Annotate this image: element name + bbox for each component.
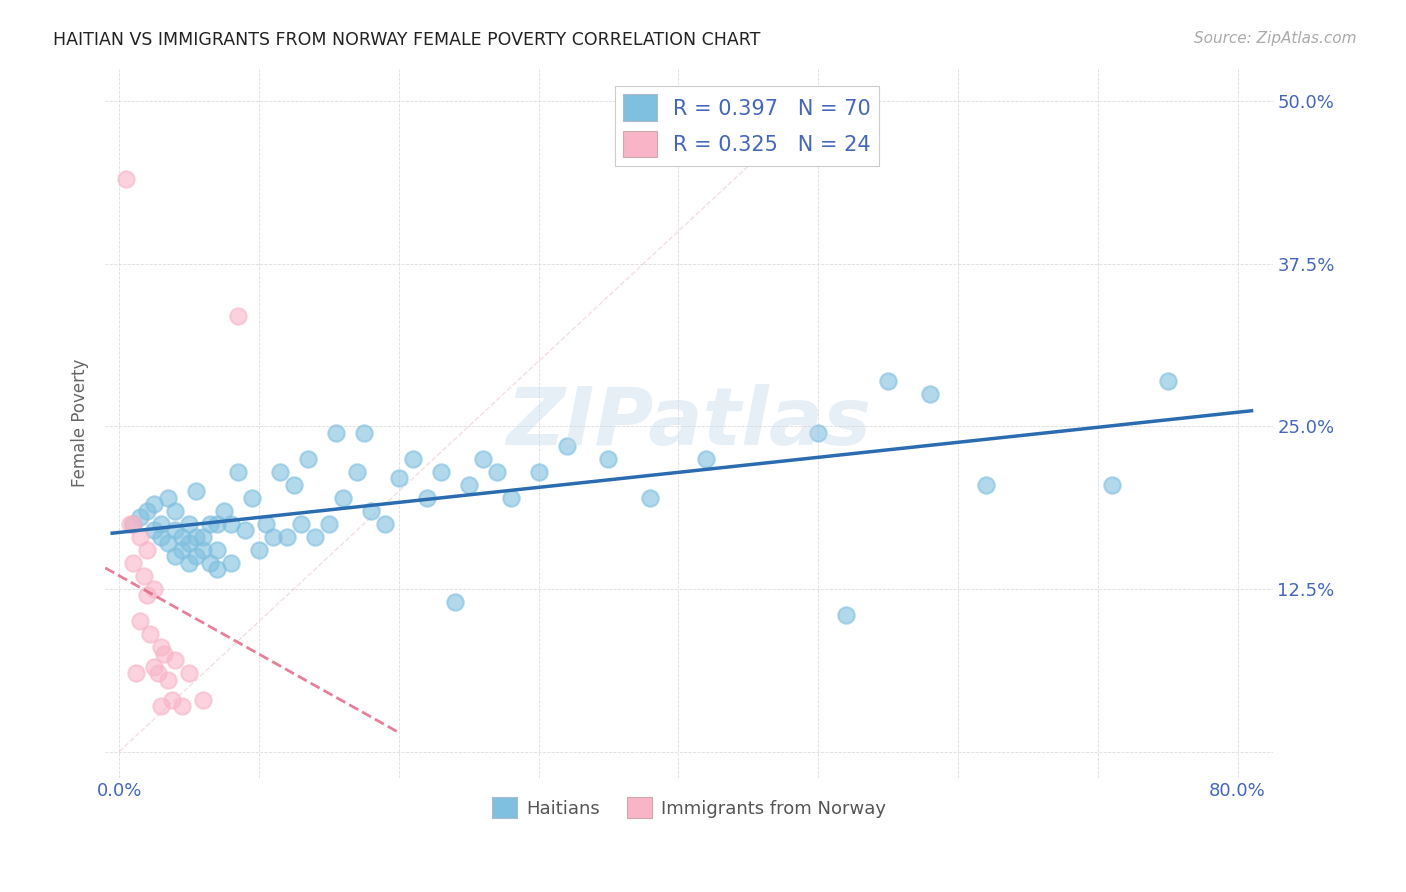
Point — [129, 615, 152, 629]
Point — [129, 530, 152, 544]
Point — [283, 478, 305, 492]
Point — [177, 536, 200, 550]
Point — [184, 549, 207, 564]
Point — [162, 692, 184, 706]
Point — [115, 172, 138, 186]
Point — [165, 549, 187, 564]
Point — [136, 589, 159, 603]
Point — [165, 504, 187, 518]
Point — [226, 465, 249, 479]
Text: Source: ZipAtlas.com: Source: ZipAtlas.com — [1194, 31, 1357, 46]
Point — [136, 542, 159, 557]
Point — [143, 582, 166, 596]
Point — [402, 451, 425, 466]
Point — [184, 484, 207, 499]
Point — [240, 491, 263, 505]
Legend: Haitians, Immigrants from Norway: Haitians, Immigrants from Norway — [485, 790, 893, 825]
Point — [276, 530, 298, 544]
Point — [304, 530, 326, 544]
Point — [695, 451, 717, 466]
Point — [247, 542, 270, 557]
Point — [122, 516, 145, 531]
Point — [374, 516, 396, 531]
Point — [254, 516, 277, 531]
Point — [332, 491, 354, 505]
Point — [191, 530, 214, 544]
Point — [233, 524, 256, 538]
Text: ZIPatlas: ZIPatlas — [506, 384, 872, 462]
Point — [205, 516, 228, 531]
Point — [499, 491, 522, 505]
Point — [457, 478, 479, 492]
Point — [807, 425, 830, 440]
Point — [129, 510, 152, 524]
Point — [172, 542, 194, 557]
Point — [172, 698, 194, 713]
Point — [153, 647, 176, 661]
Point — [485, 465, 508, 479]
Point — [177, 666, 200, 681]
Point — [191, 692, 214, 706]
Point — [165, 524, 187, 538]
Point — [640, 491, 662, 505]
Point — [269, 465, 291, 479]
Point — [1156, 374, 1178, 388]
Point — [1101, 478, 1123, 492]
Point — [290, 516, 312, 531]
Point — [172, 530, 194, 544]
Point — [143, 524, 166, 538]
Point — [297, 451, 319, 466]
Point — [205, 542, 228, 557]
Point — [143, 497, 166, 511]
Point — [388, 471, 411, 485]
Point — [120, 516, 142, 531]
Point — [198, 516, 221, 531]
Text: HAITIAN VS IMMIGRANTS FROM NORWAY FEMALE POVERTY CORRELATION CHART: HAITIAN VS IMMIGRANTS FROM NORWAY FEMALE… — [53, 31, 761, 49]
Point — [150, 698, 173, 713]
Point — [148, 666, 170, 681]
Point — [360, 504, 382, 518]
Point — [471, 451, 494, 466]
Point — [184, 530, 207, 544]
Point — [122, 516, 145, 531]
Point — [416, 491, 439, 505]
Point — [198, 556, 221, 570]
Point — [346, 465, 368, 479]
Point — [139, 627, 162, 641]
Point — [177, 556, 200, 570]
Point — [974, 478, 997, 492]
Point — [219, 556, 242, 570]
Point — [150, 516, 173, 531]
Point — [157, 673, 180, 687]
Point — [143, 660, 166, 674]
Point — [191, 542, 214, 557]
Point — [353, 425, 375, 440]
Point — [429, 465, 451, 479]
Point — [212, 504, 235, 518]
Point — [150, 640, 173, 655]
Point — [598, 451, 620, 466]
Point — [157, 536, 180, 550]
Point — [177, 516, 200, 531]
Point — [318, 516, 340, 531]
Point — [325, 425, 347, 440]
Point — [122, 556, 145, 570]
Point — [134, 569, 156, 583]
Point — [150, 530, 173, 544]
Point — [262, 530, 284, 544]
Point — [918, 386, 941, 401]
Point — [835, 607, 858, 622]
Point — [157, 491, 180, 505]
Point — [136, 504, 159, 518]
Point — [443, 595, 465, 609]
Point — [125, 666, 148, 681]
Y-axis label: Female Poverty: Female Poverty — [72, 359, 89, 487]
Point — [165, 653, 187, 667]
Point — [205, 562, 228, 576]
Point — [219, 516, 242, 531]
Point — [555, 439, 578, 453]
Point — [527, 465, 550, 479]
Point — [226, 309, 249, 323]
Point — [877, 374, 900, 388]
